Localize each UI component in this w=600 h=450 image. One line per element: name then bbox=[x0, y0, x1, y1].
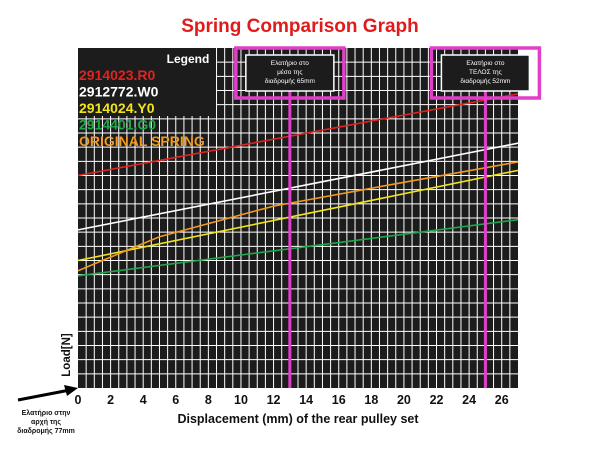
x-tick-label: 10 bbox=[234, 393, 248, 407]
marker-label: Ελατήριο στο bbox=[271, 60, 309, 67]
legend-item: ORIGINAL SPRING bbox=[79, 133, 205, 149]
legend: Legend 2914023.R02912772.W02914024.Y0291… bbox=[79, 52, 209, 149]
start-annotation: Ελατήριο στην αρχή της διαδρομής 77mm bbox=[17, 385, 78, 435]
marker-label: ΤΕΛΟΣ της bbox=[469, 69, 502, 76]
legend-item: 2914023.R0 bbox=[79, 67, 156, 83]
x-tick-label: 26 bbox=[495, 393, 509, 407]
x-axis-label: Displacement (mm) of the rear pulley set bbox=[177, 412, 419, 426]
series-line bbox=[77, 93, 519, 177]
legend-item: 2914024.Y0 bbox=[79, 100, 155, 116]
x-axis: 0 2 4 6 8 10 12 14 16 18 20 22 24 26 bbox=[75, 393, 509, 407]
start-note: διαδρομής 77mm bbox=[17, 428, 75, 435]
x-tick-label: 8 bbox=[205, 393, 212, 407]
x-tick-label: 4 bbox=[140, 393, 147, 407]
start-note: Ελατήριο στην bbox=[22, 409, 71, 417]
series-line bbox=[77, 161, 519, 272]
marker-label: διαδρομής 52mm bbox=[460, 78, 510, 85]
x-tick-label: 2 bbox=[107, 393, 114, 407]
x-tick-label: 22 bbox=[430, 393, 444, 407]
start-note: αρχή της bbox=[31, 419, 61, 426]
x-tick-label: 0 bbox=[75, 393, 82, 407]
x-tick-label: 18 bbox=[364, 393, 378, 407]
marker-label: μέσο της bbox=[277, 68, 302, 76]
marker-label-box bbox=[245, 54, 335, 92]
marker-frame bbox=[234, 46, 346, 100]
x-tick-label: 20 bbox=[397, 393, 411, 407]
series-line bbox=[77, 142, 519, 231]
x-tick-label: 24 bbox=[462, 393, 476, 407]
x-tick-label: 12 bbox=[267, 393, 281, 407]
marker-label-box bbox=[440, 54, 531, 92]
start-arrow-head bbox=[64, 385, 78, 396]
legend-item: 2912772.W0 bbox=[79, 84, 159, 100]
series-lines bbox=[77, 93, 519, 277]
start-arrow bbox=[17, 388, 71, 402]
legend-item: 2914401.G0 bbox=[79, 117, 156, 133]
y-axis-label: Load[N] bbox=[61, 333, 73, 377]
series-line bbox=[77, 169, 519, 262]
marker-label: διαδρομής 65mm bbox=[265, 78, 315, 85]
series-line bbox=[77, 218, 519, 277]
marker-frame bbox=[429, 46, 542, 100]
chart-title: Spring Comparison Graph bbox=[181, 16, 419, 37]
x-tick-label: 6 bbox=[172, 393, 179, 407]
x-tick-label: 14 bbox=[299, 393, 313, 407]
legend-title: Legend bbox=[167, 52, 210, 66]
x-tick-label: 16 bbox=[332, 393, 346, 407]
marker-label: Ελατήριο στο bbox=[466, 60, 504, 67]
